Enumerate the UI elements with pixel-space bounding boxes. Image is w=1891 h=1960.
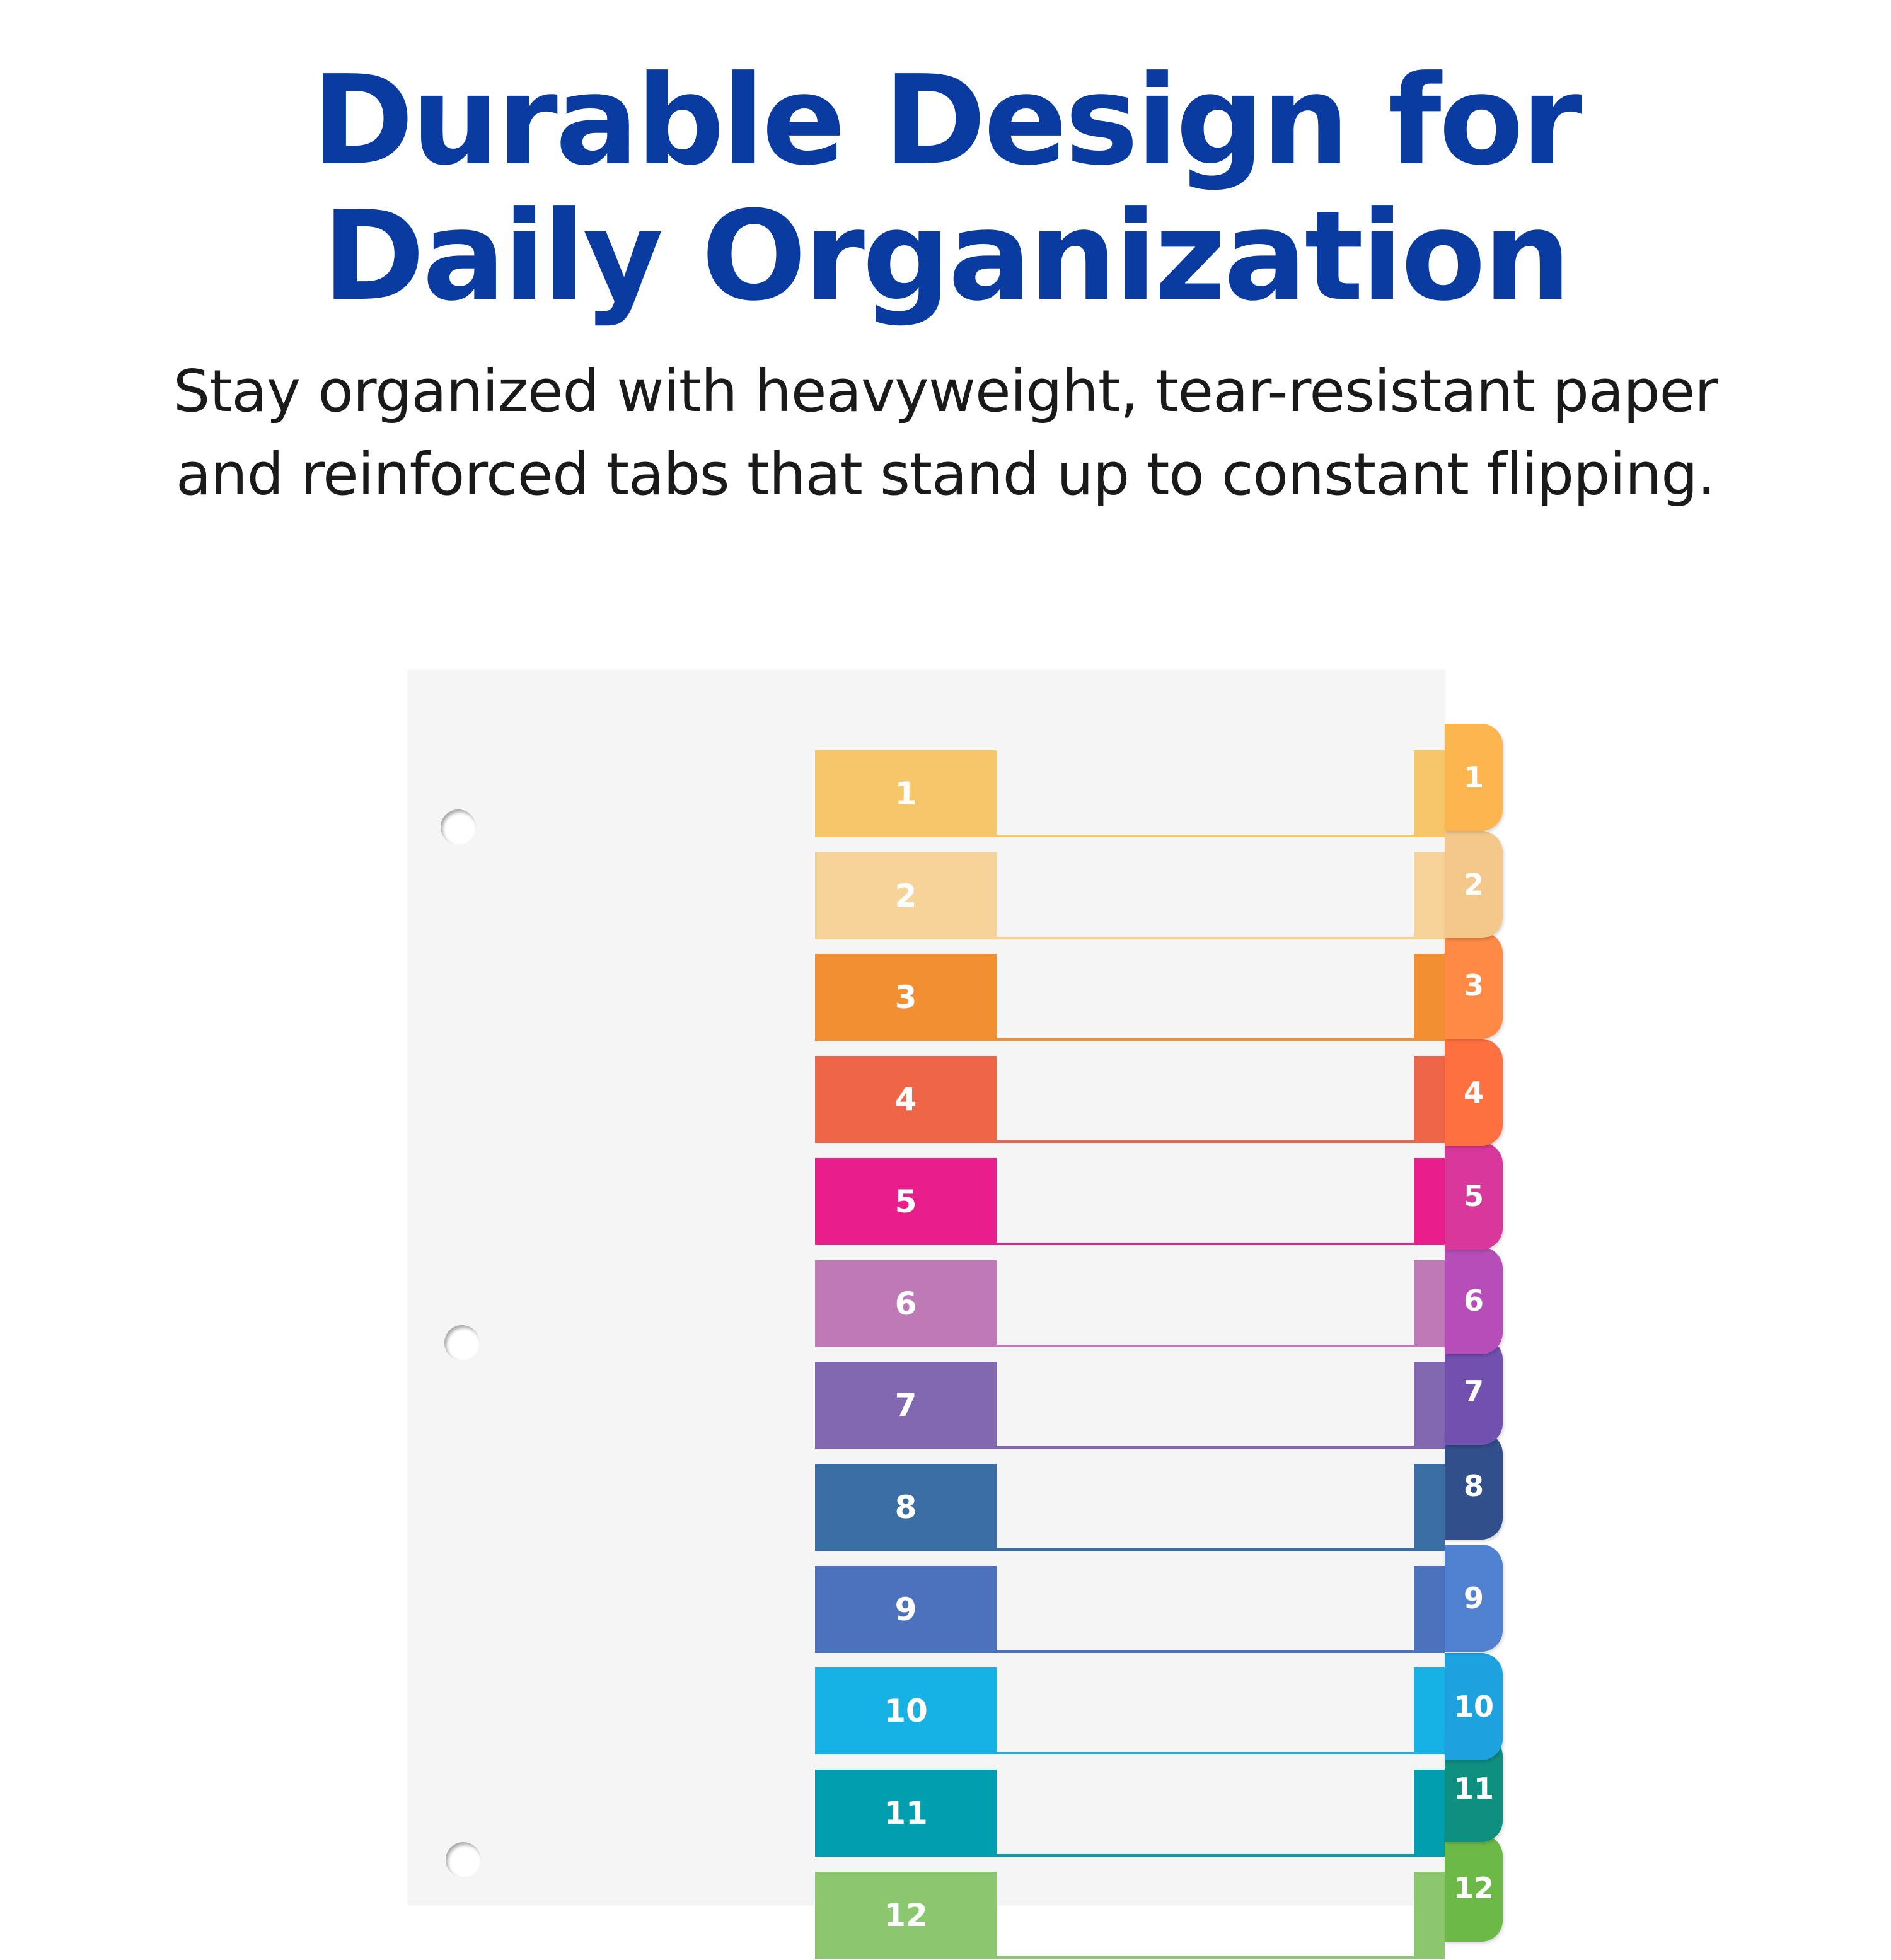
- toc-entry-line: [997, 1854, 1415, 1857]
- toc-number: 4: [894, 1081, 917, 1118]
- toc-number: 2: [894, 877, 917, 914]
- toc-entry-line: [997, 1650, 1415, 1653]
- divider-tab-label: 2: [1463, 867, 1484, 902]
- divider-tab[interactable]: 9: [1445, 1545, 1503, 1652]
- headline-line-1: Durable Design for: [311, 49, 1582, 193]
- toc-number: 9: [894, 1591, 917, 1628]
- toc-number-block: 3: [815, 954, 997, 1041]
- toc-number: 11: [884, 1795, 928, 1831]
- punch-hole: [444, 1325, 480, 1360]
- divider-tab[interactable]: 12: [1445, 1835, 1503, 1942]
- toc-row: 10: [408, 1667, 1445, 1756]
- toc-row: 12: [408, 1871, 1445, 1960]
- divider-tab[interactable]: 6: [1445, 1247, 1503, 1354]
- toc-number-block: 5: [815, 1157, 997, 1245]
- toc-number: 8: [894, 1488, 917, 1526]
- toc-row: 11: [408, 1770, 1445, 1858]
- toc-row: 7: [408, 1362, 1445, 1450]
- divider-tab[interactable]: 3: [1445, 932, 1503, 1039]
- divider-tab-label: 10: [1453, 1690, 1494, 1724]
- toc-edge-stub: [1414, 1565, 1445, 1653]
- toc-entry-line: [997, 1140, 1415, 1144]
- toc-row: 8: [408, 1463, 1445, 1552]
- toc-entry-line: [997, 835, 1415, 837]
- divider-tab-label: 3: [1463, 968, 1484, 1002]
- toc-edge-stub: [1414, 750, 1445, 837]
- divider-tab-label: 6: [1463, 1284, 1484, 1318]
- divider-tab-label: 9: [1463, 1581, 1484, 1615]
- toc-number-block: 12: [815, 1871, 997, 1959]
- headline: Durable Design for Daily Organization: [0, 54, 1891, 325]
- toc-number-block: 1: [815, 750, 997, 837]
- toc-edge-stub: [1414, 1260, 1445, 1347]
- toc-entry-line: [997, 1446, 1415, 1449]
- toc-row: 3: [408, 954, 1445, 1042]
- toc-row: 5: [408, 1157, 1445, 1246]
- divider-tab[interactable]: 4: [1445, 1039, 1503, 1146]
- toc-edge-stub: [1414, 1770, 1445, 1857]
- toc-number: 10: [884, 1693, 928, 1730]
- toc-row: 1: [408, 750, 1445, 838]
- toc-row: 2: [408, 852, 1445, 941]
- subtitle-line-1: Stay organized with heavyweight, tear-re…: [173, 357, 1718, 425]
- toc-entry-line: [997, 936, 1415, 939]
- punch-hole: [446, 1842, 481, 1877]
- toc-number: 12: [884, 1896, 928, 1934]
- toc-edge-stub: [1414, 1362, 1445, 1449]
- toc-edge-stub: [1414, 1871, 1445, 1959]
- toc-entry-line: [997, 1038, 1415, 1041]
- divider-tab[interactable]: 1: [1445, 724, 1503, 831]
- divider-tab-label: 7: [1463, 1374, 1484, 1408]
- toc-number-block: 2: [815, 852, 997, 939]
- divider-tab-label: 8: [1463, 1469, 1484, 1503]
- toc-entry-line: [997, 1956, 1415, 1959]
- toc-row: 9: [408, 1565, 1445, 1654]
- divider-tab-label: 11: [1453, 1772, 1494, 1806]
- toc-number: 5: [894, 1183, 917, 1220]
- toc-number-block: 8: [815, 1463, 997, 1551]
- toc-row: 4: [408, 1056, 1445, 1144]
- headline-line-2: Daily Organization: [322, 185, 1571, 328]
- divider-tab[interactable]: 7: [1445, 1338, 1503, 1445]
- toc-number-block: 9: [815, 1565, 997, 1653]
- toc-number: 7: [894, 1387, 917, 1424]
- divider-tab-label: 1: [1463, 760, 1484, 794]
- divider-tab[interactable]: 2: [1445, 831, 1503, 938]
- toc-number-block: 10: [815, 1667, 997, 1755]
- toc-entry-line: [997, 1242, 1415, 1245]
- toc-number: 1: [894, 775, 917, 812]
- subtitle: Stay organized with heavyweight, tear-re…: [0, 350, 1891, 516]
- toc-edge-stub: [1414, 852, 1445, 939]
- toc-number-block: 11: [815, 1770, 997, 1857]
- toc-entry-line: [997, 1344, 1415, 1347]
- subtitle-line-2: and reinforced tabs that stand up to con…: [176, 441, 1716, 508]
- toc-number-block: 6: [815, 1260, 997, 1347]
- divider-tab[interactable]: 10: [1445, 1653, 1503, 1760]
- toc-number-block: 4: [815, 1056, 997, 1144]
- punch-hole: [441, 809, 476, 845]
- toc-row: 6: [408, 1260, 1445, 1348]
- divider-tab-label: 12: [1453, 1871, 1494, 1905]
- toc-number-block: 7: [815, 1362, 997, 1449]
- toc-edge-stub: [1414, 1056, 1445, 1144]
- toc-number: 3: [894, 979, 917, 1016]
- toc-edge-stub: [1414, 954, 1445, 1041]
- divider-tab[interactable]: 5: [1445, 1142, 1503, 1250]
- divider-sheet: 1 2 3 4 5 6 7 8 9 10 11 12: [408, 670, 1445, 1959]
- toc-number: 6: [894, 1285, 917, 1322]
- divider-tab[interactable]: 8: [1445, 1432, 1503, 1540]
- toc-entry-line: [997, 1752, 1415, 1755]
- toc-entry-line: [997, 1548, 1415, 1551]
- toc-edge-stub: [1414, 1463, 1445, 1551]
- toc-edge-stub: [1414, 1667, 1445, 1755]
- divider-tab-label: 5: [1463, 1179, 1484, 1213]
- toc-edge-stub: [1414, 1157, 1445, 1245]
- divider-tab-label: 4: [1463, 1076, 1484, 1110]
